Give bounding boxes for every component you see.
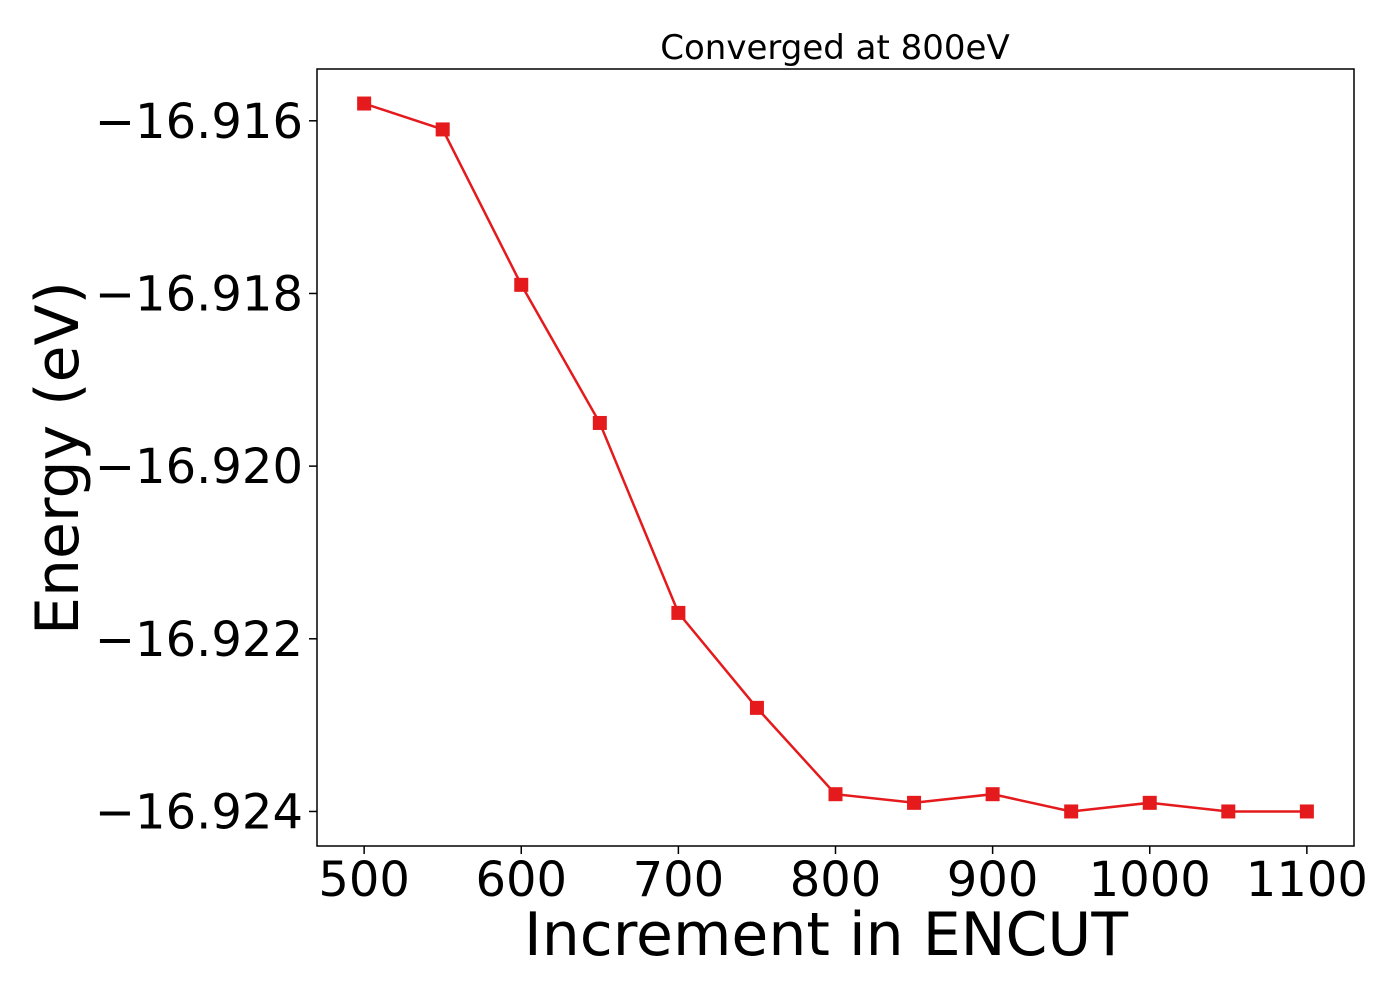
y-tick-label: −16.916 — [95, 94, 303, 150]
data-point-marker — [828, 787, 843, 802]
x-tick-label: 600 — [475, 852, 567, 908]
y-axis: −16.916 −16.918 −16.920 −16.922 −16.924 — [95, 94, 317, 840]
data-point-marker — [985, 787, 1000, 802]
data-point-marker — [907, 795, 922, 810]
x-axis: 500 600 700 800 900 1000 1100 — [318, 846, 1368, 908]
series-layer — [357, 96, 1314, 819]
data-point-marker — [514, 277, 529, 292]
x-tick-label: 500 — [318, 852, 410, 908]
plot-area-frame — [316, 68, 1355, 847]
data-point-marker — [1299, 804, 1314, 819]
chart-title: Converged at 800eV — [660, 28, 1009, 68]
series-line — [363, 102, 1307, 813]
x-tick-label: 800 — [790, 852, 882, 908]
x-tick-label: 900 — [947, 852, 1039, 908]
data-point-marker — [749, 700, 764, 715]
data-point-marker — [1142, 795, 1157, 810]
x-tick-label: 1100 — [1246, 852, 1368, 908]
y-tick-label: −16.920 — [95, 439, 303, 495]
data-point-marker — [1064, 804, 1079, 819]
x-axis-label: Increment in ENCUT — [524, 900, 1128, 970]
x-tick-label: 700 — [633, 852, 725, 908]
y-tick-label: −16.918 — [95, 266, 303, 322]
y-axis-label: Energy (eV) — [23, 281, 93, 635]
y-tick-label: −16.922 — [95, 612, 303, 668]
data-point-marker — [435, 122, 450, 137]
y-tick-label: −16.924 — [95, 784, 303, 840]
x-tick-label: 1000 — [1089, 852, 1211, 908]
data-point-marker — [671, 605, 686, 620]
data-point-marker — [592, 415, 607, 430]
data-point-marker — [357, 96, 372, 111]
data-point-marker — [1221, 804, 1236, 819]
